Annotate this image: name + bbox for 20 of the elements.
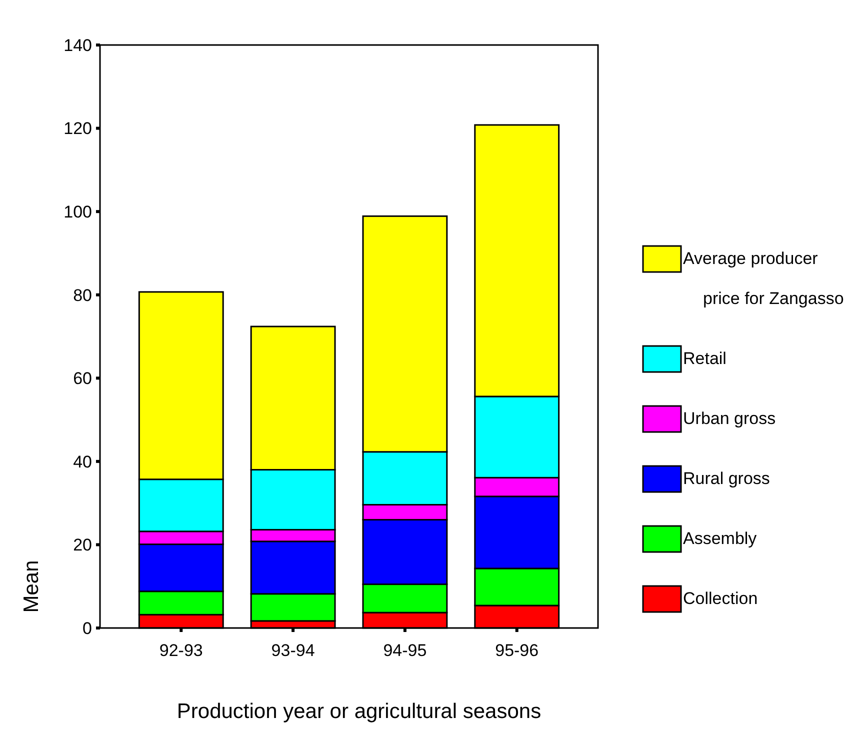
legend-label: Collection: [683, 589, 758, 608]
x-tick-label: 94-95: [383, 641, 427, 660]
y-tick-label: 60: [73, 369, 92, 388]
y-tick-label: 100: [64, 202, 92, 222]
y-tick-label: 0: [82, 618, 92, 638]
legend-label: Rural gross: [683, 469, 770, 488]
y-tick-label: 20: [73, 536, 92, 555]
y-tick-label: 40: [73, 452, 92, 472]
x-axis-title: Production year or agricultural seasons: [176, 700, 542, 723]
legend-label: Retail: [683, 349, 726, 368]
x-tick-label: 95-96: [495, 641, 539, 660]
x-tick-label: 93-94: [271, 641, 315, 660]
y-tick-label: 140: [64, 36, 92, 55]
y-tick-label: 120: [64, 119, 92, 138]
y-tick-label: 80: [73, 286, 92, 305]
legend-label: Assembly: [683, 529, 758, 548]
x-tick-label: 92-93: [159, 641, 203, 660]
legend-label: Urban gross: [683, 409, 776, 428]
y-axis-title: Mean: [20, 560, 43, 613]
text: Average producer price for Zangasso: [683, 249, 844, 308]
